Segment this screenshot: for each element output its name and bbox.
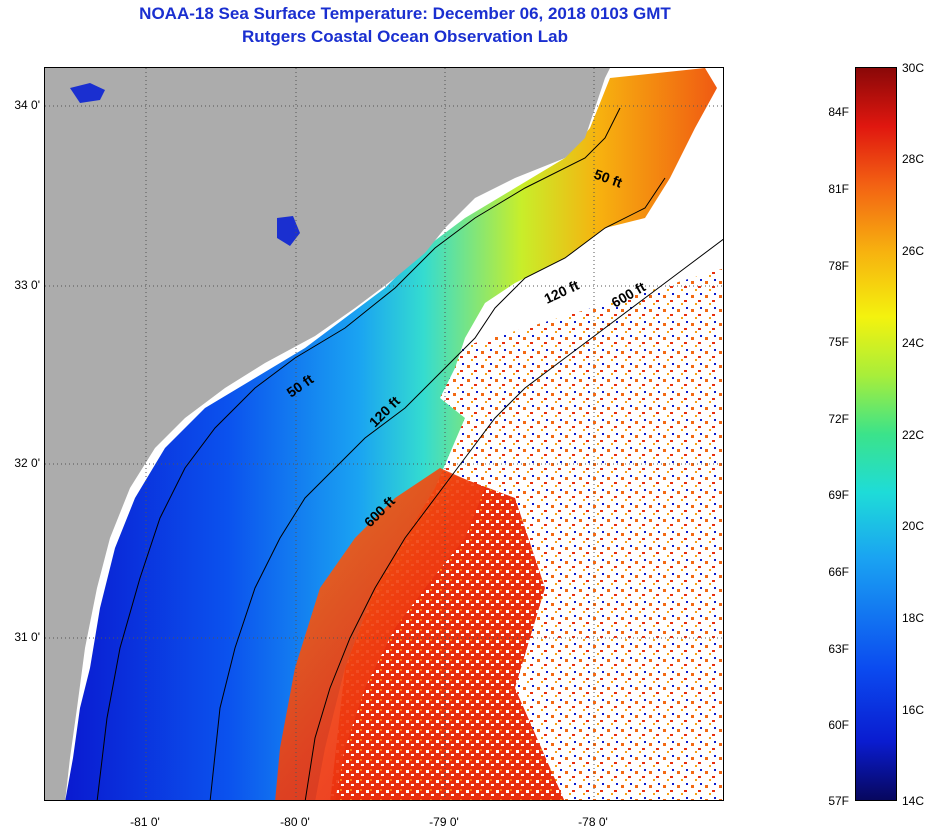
contour-120ft xyxy=(209,177,666,800)
lon-label-81: -81 0' xyxy=(130,815,160,829)
cb-c-28: 28C xyxy=(902,152,925,166)
cb-f-69: 69F xyxy=(828,488,849,502)
inland-lake-marion xyxy=(277,216,300,246)
cb-f-84: 84F xyxy=(828,105,849,119)
lat-label-33: 33 0' xyxy=(14,278,40,292)
cb-f-78: 78F xyxy=(828,259,849,273)
contour-50ft xyxy=(96,107,621,800)
cb-c-16: 16C xyxy=(902,703,925,717)
contour-600ft xyxy=(304,238,723,800)
lat-label-31: 31 0' xyxy=(14,630,40,644)
lat-label-34: 34 0' xyxy=(14,98,40,112)
warm-gulf-stream xyxy=(275,468,485,800)
cb-c-30: 30C xyxy=(902,61,925,75)
cb-c-22: 22C xyxy=(902,428,925,442)
cb-f-57: 57F xyxy=(828,794,849,808)
sst-map[interactable]: 50 ft 50 ft 120 ft 120 ft 600 ft 600 ft xyxy=(44,67,724,801)
sst-map-canvas: 50 ft 50 ft 120 ft 120 ft 600 ft 600 ft xyxy=(45,68,723,800)
cb-f-72: 72F xyxy=(828,412,849,426)
cb-f-66: 66F xyxy=(828,565,849,579)
lon-label-78: -78 0' xyxy=(578,815,608,829)
cb-c-20: 20C xyxy=(902,519,925,533)
map-title: NOAA-18 Sea Surface Temperature: Decembe… xyxy=(139,4,671,23)
cb-f-81: 81F xyxy=(828,182,849,196)
inland-lake-north xyxy=(70,83,105,103)
cb-c-26: 26C xyxy=(902,244,925,258)
cb-c-24: 24C xyxy=(902,336,925,350)
lon-label-79: -79 0' xyxy=(429,815,459,829)
cb-f-75: 75F xyxy=(828,335,849,349)
lat-label-32: 32 0' xyxy=(14,456,40,470)
temperature-colorbar xyxy=(855,67,897,801)
gulf-stream-speckle xyxy=(330,468,565,800)
graticule xyxy=(45,68,723,800)
cb-c-18: 18C xyxy=(902,611,925,625)
map-subtitle: Rutgers Coastal Ocean Observation Lab xyxy=(242,27,568,46)
land-mass xyxy=(45,68,610,800)
cb-f-60: 60F xyxy=(828,718,849,732)
cb-c-14: 14C xyxy=(902,794,925,808)
cb-f-63: 63F xyxy=(828,642,849,656)
lon-label-80: -80 0' xyxy=(280,815,310,829)
sst-water-field xyxy=(65,68,717,800)
